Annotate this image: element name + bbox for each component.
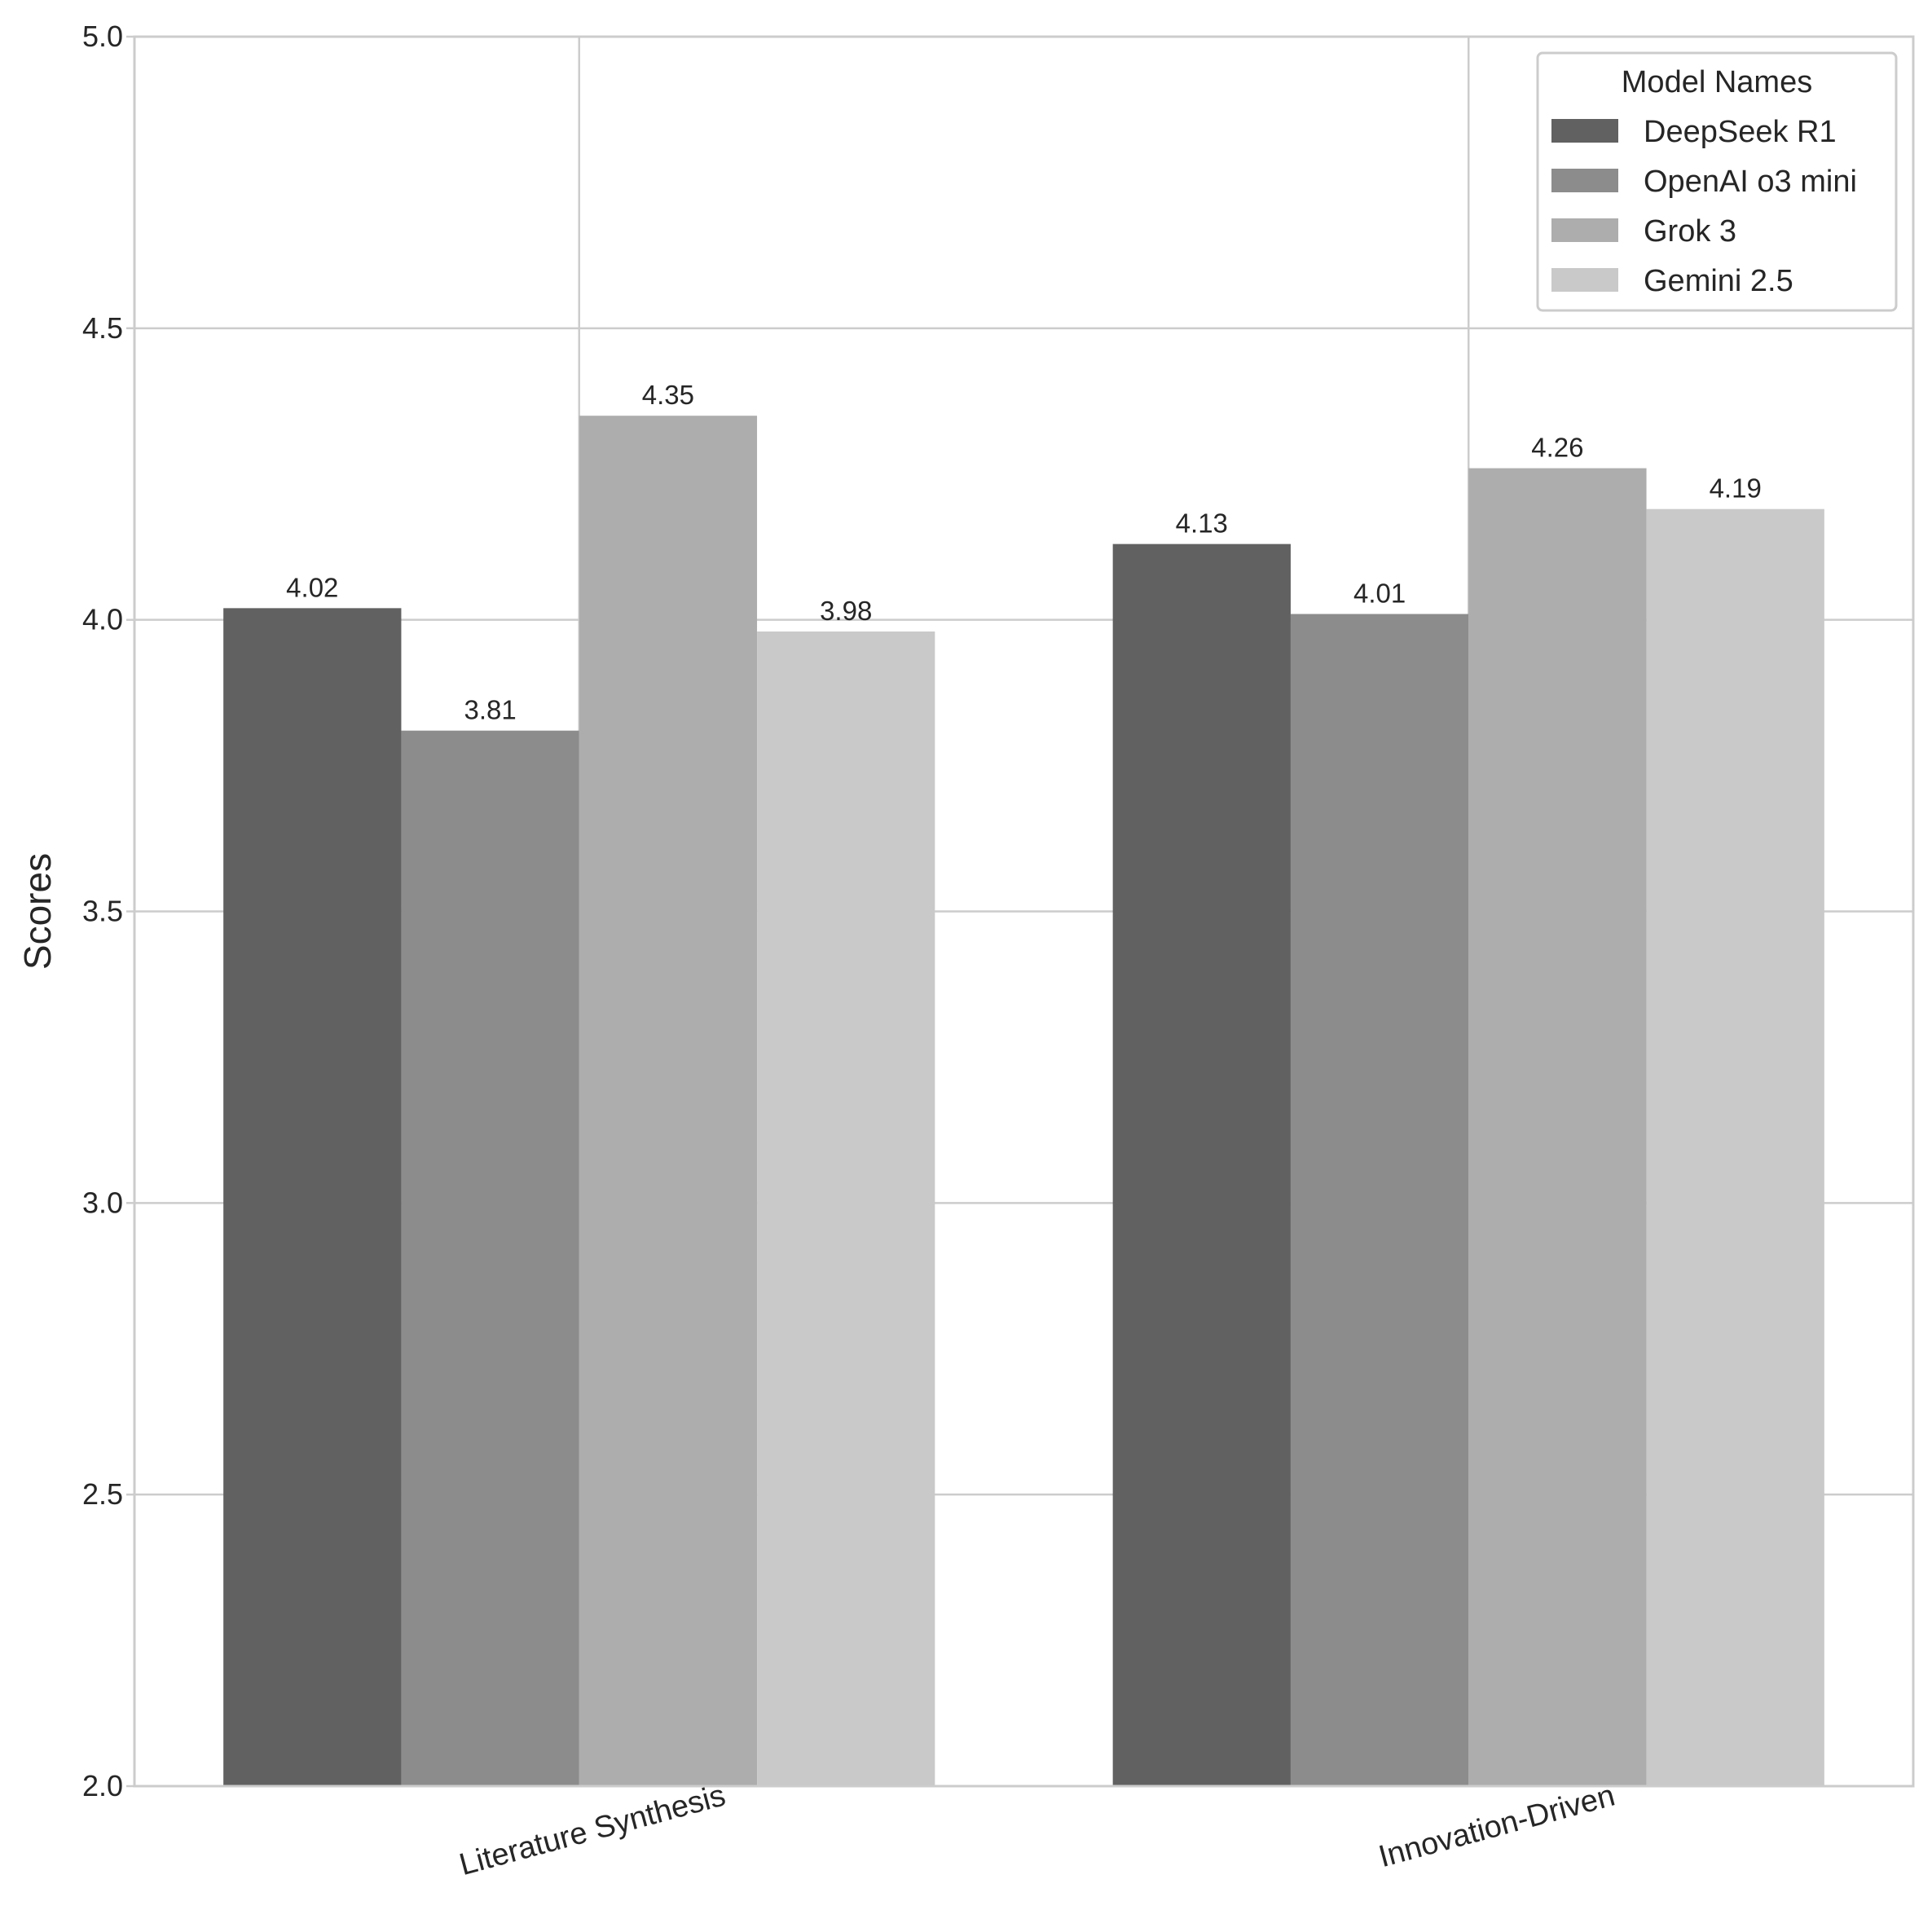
y-tick-label: 3.0	[82, 1186, 123, 1219]
bar	[1646, 508, 1824, 1787]
bar-value-label: 3.81	[464, 695, 516, 725]
bar-value-label: 4.35	[642, 380, 694, 410]
bar	[401, 730, 579, 1786]
bar-value-label: 4.26	[1531, 433, 1583, 463]
legend-swatch	[1551, 268, 1618, 292]
legend-swatch	[1551, 119, 1618, 143]
y-tick-label: 2.5	[82, 1477, 123, 1511]
bar	[1112, 544, 1291, 1786]
y-axis-label: Scores	[16, 853, 59, 970]
bar	[1290, 614, 1469, 1786]
legend: Model Names DeepSeek R1 OpenAI o3 mini Grok…	[1536, 51, 1898, 312]
bars	[223, 416, 1824, 1787]
bar	[579, 416, 758, 1786]
bar	[223, 608, 402, 1787]
bar-value-label: 4.13	[1176, 508, 1228, 539]
y-tick-label: 4.0	[82, 603, 123, 636]
legend-swatch	[1551, 218, 1618, 242]
bar	[1468, 468, 1647, 1787]
legend-entry-label: Gemini 2.5	[1644, 264, 1793, 298]
legend-entry-label: Grok 3	[1644, 214, 1736, 249]
bar-value-label: 4.02	[286, 572, 338, 602]
legend-entry-label: OpenAI o3 mini	[1644, 165, 1857, 199]
bar-value-label: 4.19	[1710, 473, 1762, 504]
bar-value-label: 4.01	[1353, 579, 1406, 609]
legend-title: Model Names	[1622, 65, 1812, 99]
legend-swatch	[1551, 169, 1618, 192]
bar	[757, 631, 935, 1786]
bar-value-labels: 4.02 4.13 3.81 4.01 4.35 4.26 3.98 4.19	[286, 380, 1762, 724]
y-tick-label: 4.5	[82, 311, 123, 345]
y-tick-label: 2.0	[82, 1769, 123, 1802]
y-tick-label: 5.0	[82, 20, 123, 53]
y-tick-label: 3.5	[82, 895, 123, 928]
bar-value-label: 3.98	[820, 596, 872, 626]
legend-entry-label: DeepSeek R1	[1644, 115, 1837, 149]
legend-box	[1536, 51, 1898, 312]
